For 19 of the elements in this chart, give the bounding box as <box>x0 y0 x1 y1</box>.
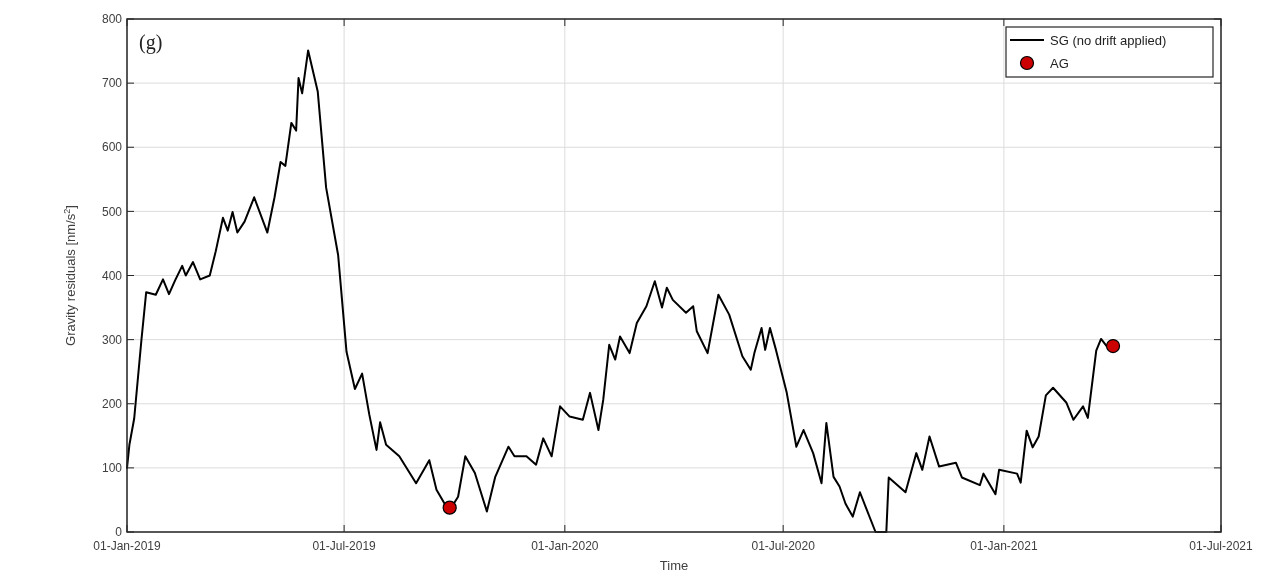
y-tick-label: 800 <box>101 12 123 27</box>
y-tick-label: 100 <box>101 461 123 476</box>
x-tick-label: 01-Jul-2021 <box>1189 539 1254 553</box>
annotation: (g) <box>139 31 163 54</box>
legend-label: AG <box>1050 55 1069 71</box>
x-tick-label: 01-Jan-2019 <box>93 539 162 553</box>
x-axis-title: Time <box>659 558 689 573</box>
y-tick-label: 200 <box>101 396 123 411</box>
y-tick-label: 700 <box>101 76 123 91</box>
y-tick-label: 300 <box>101 332 123 347</box>
y-tick-label: 400 <box>101 268 123 283</box>
legend-label: SG (no drift applied) <box>1050 32 1167 48</box>
y-tick-label: 600 <box>101 140 123 155</box>
x-tick-label: 01-Jul-2020 <box>751 539 816 553</box>
x-tick-label: 01-Jan-2021 <box>970 539 1038 553</box>
x-tick-label: 01-Jan-2020 <box>531 539 599 553</box>
y-tick-label: 500 <box>101 204 123 219</box>
y-tick-label: 0 <box>115 525 123 540</box>
x-tick-label: 01-Jul-2019 <box>312 539 377 553</box>
